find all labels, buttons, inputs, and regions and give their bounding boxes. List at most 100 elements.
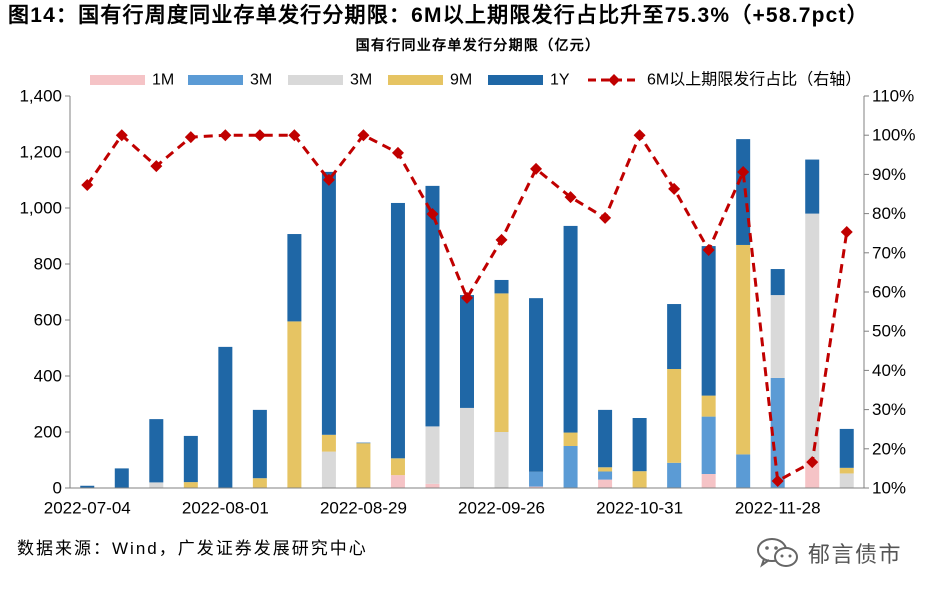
legend-item-3m-blue: 3M [188,72,272,89]
bar-segment-1m [529,486,544,488]
figure-title: 图14：国有行周度同业存单发行分期限：6M以上期限发行占比升至75.3%（+58… [8,4,869,27]
ratio-marker [530,162,543,175]
left-y-tick-label: 1,200 [19,143,62,162]
bar-segment-1y [80,485,95,488]
bar-segment-1y [529,298,544,472]
axes: 0 200 400 600 800 1,000 1,200 1,400 10% 20% 30% 40%… [19,87,915,518]
legend-swatch [388,75,443,85]
bar-segment-9m [183,482,198,488]
legend-item-9m: 9M [388,72,472,89]
bar-segment-1y [736,139,751,245]
bar-segment-1y [460,295,474,408]
bar-segment-1y [632,418,647,472]
bar-segment-3m-blue [701,416,716,474]
legend: 1M 3M 3M 9M 1Y 6M以上期限发行占比（右轴） [90,71,861,89]
x-tick-label: 2022-08-01 [182,499,269,518]
bar-segment-9m [667,369,682,463]
chart-title: 国有行同业存单发行分期限（亿元） [355,37,601,53]
ratio-marker [357,129,370,142]
bar-segment-1y [321,171,336,435]
ratio-marker [840,226,853,239]
ratio-marker [150,160,163,173]
bar-segment-1m [701,474,716,488]
bar-segment-1y [667,304,682,369]
x-tick-label: 2022-11-28 [735,499,821,518]
bar-segment-1y [287,234,302,322]
legend-swatch [90,75,145,85]
ratio-line [86,133,849,483]
bar-segment-3m-blue [736,454,751,488]
legend-item-3m-gray: 3M [288,72,372,89]
legend-label: 3M [250,72,272,89]
ratio-marker [599,211,612,224]
right-y-tick-label: 100% [872,126,915,145]
bars [80,139,854,489]
right-y-tick-label: 60% [872,283,906,302]
bar-segment-1y [770,269,785,296]
bar-segment-3m-gray [321,451,336,488]
legend-label: 6M以上期限发行占比（右轴） [647,71,861,89]
bar-segment-1y [183,435,198,483]
bar-segment-9m [321,434,336,452]
bar-segment-3m-gray [805,213,820,460]
legend-swatch [188,75,243,85]
bar-segment-1y [598,409,613,468]
ratio-marker [702,244,715,257]
bar-segment-9m [736,244,751,455]
bar-segment-3m-blue [563,446,578,488]
right-y-tick-label: 110% [872,87,914,106]
bar-segment-1m [598,479,613,488]
bar-segment-1y [252,409,267,479]
watermark: 郁言债市 [756,536,902,570]
right-y-tick-label: 20% [872,439,906,458]
right-y-tick-label: 30% [872,400,906,419]
ratio-marker [564,191,577,204]
left-y-tick-label: 0 [53,479,62,498]
bar-segment-3m-gray [460,407,474,488]
bar-segment-3m-gray [425,426,440,484]
bar-segment-3m-gray [770,295,785,378]
legend-label: 1M [152,72,174,89]
bar-segment-3m-gray [494,432,509,488]
ratio-marker [737,166,750,179]
left-y-tick-label: 1,000 [19,199,62,218]
bar-segment-3m-blue [598,471,613,480]
left-y-tick-label: 1,400 [19,87,62,106]
left-y-tick-label: 600 [34,311,62,330]
bar-segment-1y [805,159,820,214]
bar-segment-1y [425,185,440,427]
x-tick-label: 2022-10-31 [596,499,683,518]
bar-segment-1y [390,202,405,459]
ratio-marker [184,131,197,144]
ratio-marker [253,129,266,142]
ratio-marker [391,146,404,159]
bar-segment-9m [390,458,405,476]
legend-swatch [488,75,543,85]
bar-segment-3m-blue [529,471,544,487]
bar-segment-1y [218,346,233,488]
wechat-icon [757,538,798,568]
bar-segment-1y [114,468,129,488]
right-y-tick-label: 70% [872,243,906,262]
right-y-tick-label: 10% [872,479,906,498]
bar-segment-9m [839,467,854,474]
ratio-marker [219,129,232,142]
ratio-marker [495,233,508,246]
bar-segment-9m [494,293,509,432]
legend-label: 9M [450,72,472,89]
bar-segment-9m [701,395,716,417]
left-y-tick-label: 400 [34,367,62,386]
bar-segment-1y [563,225,578,433]
bar-segment-1m [425,483,440,488]
bar-segment-1y [356,442,371,444]
bar-segment-1m [805,460,820,488]
legend-item-ratio: 6M以上期限发行占比（右轴） [588,71,861,89]
bar-segment-1y [149,419,164,483]
legend-item-1m: 1M [90,72,174,89]
right-y-tick-label: 40% [872,361,906,380]
ratio-marker [633,129,646,142]
right-y-tick-label: 80% [872,204,906,223]
bar-segment-9m [632,471,647,488]
ratio-marker [81,178,94,191]
